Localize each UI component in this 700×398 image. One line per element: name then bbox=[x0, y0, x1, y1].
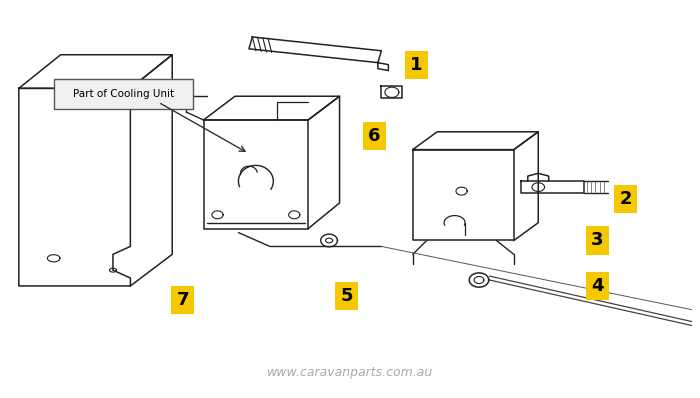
Text: 4: 4 bbox=[592, 277, 604, 295]
Text: 2: 2 bbox=[620, 190, 631, 208]
Text: 1: 1 bbox=[410, 56, 423, 74]
Text: 3: 3 bbox=[592, 232, 604, 250]
Text: 7: 7 bbox=[176, 291, 189, 309]
Text: Part of Cooling Unit: Part of Cooling Unit bbox=[73, 89, 174, 99]
FancyBboxPatch shape bbox=[54, 80, 193, 109]
Text: 6: 6 bbox=[368, 127, 381, 145]
Text: www.caravanparts.com.au: www.caravanparts.com.au bbox=[267, 367, 433, 379]
Text: 5: 5 bbox=[340, 287, 353, 305]
